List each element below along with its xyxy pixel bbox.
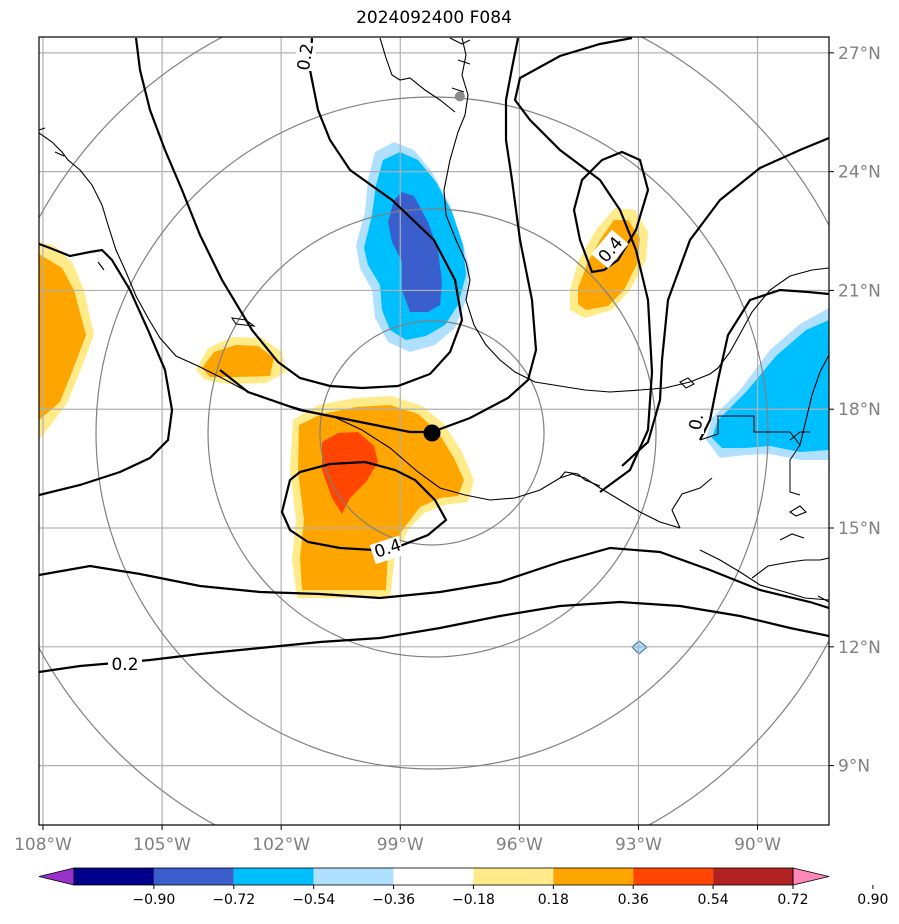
colorbar-box-0 — [74, 868, 154, 885]
colorbar-box-5 — [473, 868, 554, 885]
colorbar-tick-label-6: 0.36 — [618, 892, 649, 908]
lon-tick-label-2: 102°W — [252, 835, 310, 855]
contour-line-south-b — [39, 600, 829, 674]
borders — [699, 415, 810, 496]
lon-tick-label-3: 99°W — [377, 835, 424, 855]
latitude-ticks: 27°N 24°N 21°N 18°N 15°N 12°N 9°N — [829, 44, 881, 777]
border-belize — [789, 431, 810, 441]
coastline-yucatan — [717, 267, 829, 369]
contour-line-west — [39, 242, 174, 497]
map-frame — [38, 36, 830, 826]
coastline-gulf-mexico — [443, 37, 719, 393]
contour-label-southwest: 0.2 — [111, 655, 138, 675]
contour-lines — [39, 37, 829, 674]
longitude-ticks: 108°W 105°W 102°W 99°W 96°W 93°W 90°W — [14, 825, 781, 855]
storm-center-marker — [423, 424, 441, 442]
lon-tick-label-6: 90°W — [734, 835, 781, 855]
colorbar-tick-label-9: 0.90 — [857, 892, 888, 908]
colorbar-box-2 — [233, 868, 314, 885]
colorbar-tick-label-2: −0.54 — [292, 892, 335, 908]
lat-tick-label-4: 15°N — [838, 519, 881, 539]
fill-negative-speck — [631, 640, 648, 655]
colorbar-box-3 — [313, 868, 394, 885]
range-ring-3 — [95, 96, 769, 770]
coastline-north-bits — [449, 37, 471, 93]
lat-tick-label-6: 9°N — [838, 757, 870, 777]
contour-northwest-loop — [134, 37, 464, 390]
contour-label-north: 0.2 — [294, 42, 318, 72]
colorbar-box-1 — [153, 868, 234, 885]
colorbar-box-7 — [633, 868, 714, 885]
coastline-gulf-baja-bits — [39, 127, 256, 327]
fill-negative-north-core — [388, 192, 442, 312]
coastline-honduras — [751, 557, 829, 579]
colorbar-tick-label-8: 0.72 — [777, 892, 808, 908]
lat-tick-label-3: 18°N — [838, 400, 881, 420]
coastline-north-texas — [379, 37, 456, 113]
colorbar-tick-label-5: 0.18 — [538, 892, 569, 908]
coastline-isthmus — [559, 471, 601, 487]
colorbar-box-4 — [393, 868, 474, 885]
coastline-central-america — [671, 477, 829, 601]
contour-line-south-a — [39, 546, 829, 610]
fill-negative-east-core — [712, 320, 829, 452]
fill-positive-west-core — [39, 254, 86, 420]
colorbar: −0.90 −0.72 −0.54 −0.36 −0.18 0.18 0.36 0.54 0.7… — [38, 867, 888, 908]
colorbar-tick-label-7: 0.54 — [698, 892, 729, 908]
colorbar-extend-high — [792, 867, 830, 886]
lon-tick-label-5: 93°W — [615, 835, 662, 855]
lat-tick-label-1: 24°N — [838, 163, 881, 183]
colorbar-tick-label-3: −0.36 — [372, 892, 415, 908]
map-title: 2024092400 F084 — [356, 8, 512, 28]
lon-tick-label-1: 105°W — [133, 835, 191, 855]
contour-label-yucatan: 0. — [686, 412, 709, 431]
border-guatemala — [699, 415, 801, 496]
range-ring-1 — [319, 320, 545, 546]
colorbar-tick-label-0: −0.90 — [132, 892, 175, 908]
lon-tick-label-4: 96°W — [496, 835, 543, 855]
contour-labels: 0.2 0.4 0.4 0.2 0. — [108, 42, 708, 676]
contour-line-loop-south — [280, 460, 448, 552]
colorbar-outline — [73, 867, 794, 886]
colorbar-tick-label-4: −0.18 — [452, 892, 495, 908]
contour-line-yucatan — [699, 288, 829, 441]
contour-line-small-east — [572, 150, 650, 274]
coastline-yucatan-east — [799, 354, 829, 446]
lat-tick-label-2: 21°N — [838, 281, 881, 301]
range-rings — [39, 37, 829, 825]
contour-line-central — [219, 37, 538, 434]
station-marker — [454, 91, 465, 102]
colorbar-tick-label-1: −0.72 — [212, 892, 255, 908]
contour-line-east-outer — [621, 136, 829, 467]
colorbar-box-6 — [553, 868, 634, 885]
colorbar-box-8 — [713, 868, 793, 885]
range-ring-2 — [207, 208, 657, 658]
lat-tick-label-5: 12°N — [838, 638, 881, 658]
fill-positive-center-max — [322, 432, 378, 514]
lat-tick-label-0: 27°N — [838, 44, 881, 64]
contour-line-east — [513, 37, 654, 493]
colorbar-extend-low — [38, 867, 75, 886]
fill-positive-small-west-core — [202, 345, 274, 377]
coastline-islands — [679, 377, 829, 603]
lon-tick-label-0: 108°W — [14, 835, 72, 855]
